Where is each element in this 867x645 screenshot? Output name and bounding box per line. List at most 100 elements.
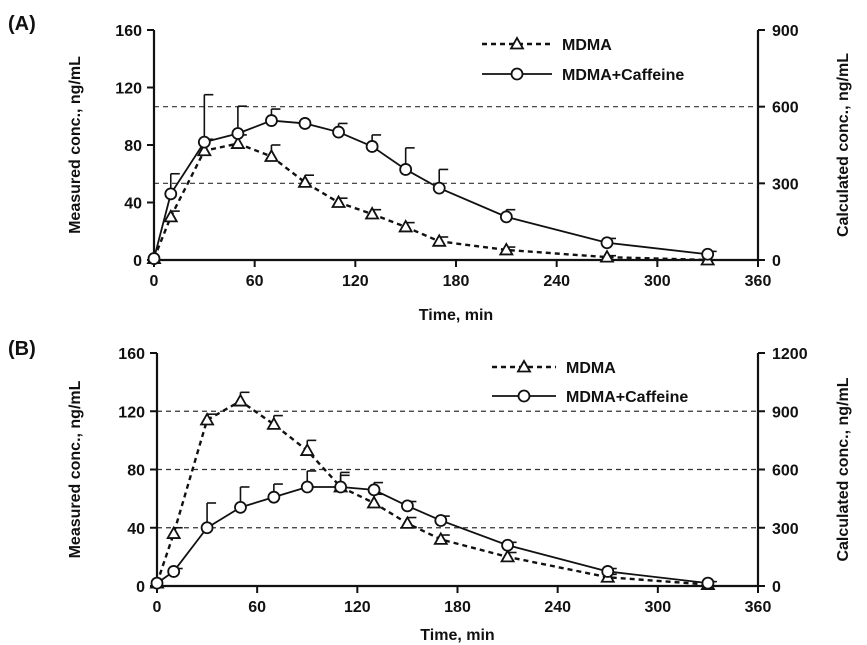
y2-tick-label: 0: [772, 253, 781, 270]
x-tick-label: 360: [745, 273, 772, 290]
data-point: [401, 499, 414, 513]
x-tick-label: 0: [153, 599, 162, 616]
legend: MDMA MDMA+Caffeine: [482, 36, 684, 84]
data-point: [431, 233, 447, 247]
y-tick-label: 40: [124, 196, 142, 213]
x-tick-label: 60: [246, 273, 264, 290]
data-point: [230, 135, 246, 149]
y-axis-label: Measured conc., ng/mL: [67, 56, 84, 234]
data-point: [434, 514, 448, 527]
x-axis-label: Time, min: [419, 307, 493, 324]
series-mdma: [149, 391, 716, 590]
series-mdma-caffeine: [147, 93, 717, 265]
series-line: [155, 399, 709, 586]
legend-marker: [509, 36, 525, 50]
y-tick-label: 160: [115, 23, 142, 40]
y-tick-label: 80: [127, 463, 145, 480]
x-tick-label: 0: [150, 273, 159, 290]
chart-panel: (A) 0 40 80 120 160 0 300 600 900 0 60 120 180 240 300 3…: [8, 13, 852, 324]
x-tick-label: 180: [443, 273, 470, 290]
data-point: [334, 480, 348, 494]
y-tick-label: 40: [127, 521, 145, 538]
data-point: [232, 393, 249, 407]
data-point: [265, 114, 278, 127]
y-tick-label: 0: [136, 579, 145, 596]
data-point: [498, 242, 514, 256]
legend-marker: [517, 389, 531, 403]
x-tick-label: 60: [248, 599, 266, 616]
y2-tick-label: 900: [772, 23, 799, 40]
legend-label: MDMA: [566, 360, 616, 377]
data-point: [501, 538, 514, 552]
data-point: [599, 249, 615, 263]
data-point: [300, 480, 314, 494]
y-tick-label: 0: [133, 253, 142, 270]
data-point: [499, 210, 513, 224]
y2-tick-label: 600: [772, 463, 799, 480]
legend-label: MDMA+Caffeine: [566, 389, 688, 406]
data-point: [298, 117, 312, 130]
x-tick-label: 300: [644, 273, 671, 290]
x-tick-label: 240: [543, 273, 570, 290]
data-point: [164, 187, 178, 201]
x-tick-label: 180: [444, 599, 471, 616]
data-point: [701, 576, 715, 590]
data-point: [163, 209, 179, 223]
series-line: [152, 142, 708, 262]
data-point: [150, 576, 164, 590]
legend: MDMA MDMA+Caffeine: [492, 359, 688, 406]
y-tick-label: 160: [118, 346, 145, 363]
panel-label: (A): [8, 13, 36, 35]
legend-label: MDMA: [562, 37, 612, 54]
y-axis-label: Measured conc., ng/mL: [67, 380, 84, 558]
x-tick-label: 300: [644, 599, 671, 616]
data-point: [398, 219, 414, 233]
data-point: [263, 148, 279, 162]
data-point: [332, 125, 345, 139]
data-point: [196, 142, 212, 157]
y2-axis-label: Calculated conc., ng/mL: [835, 53, 852, 237]
chart-panel: (B) 0 40 80 120 160 0 300 600 900 1200 0 60 120 180 240…: [8, 338, 852, 644]
y2-axis-label: Calculated conc., ng/mL: [835, 377, 852, 561]
data-point: [234, 500, 247, 514]
data-point: [433, 531, 449, 545]
data-point: [297, 174, 313, 188]
x-tick-label: 360: [745, 599, 772, 616]
data-point: [197, 135, 211, 149]
data-point: [167, 565, 181, 578]
series-mdma-caffeine: [150, 470, 717, 590]
x-tick-label: 240: [544, 599, 571, 616]
x-tick-label: 120: [342, 273, 369, 290]
data-point: [601, 565, 615, 578]
y2-tick-label: 1200: [772, 346, 808, 363]
y2-tick-label: 0: [772, 579, 781, 596]
data-point: [200, 521, 214, 535]
data-point: [199, 412, 215, 426]
legend-marker: [510, 67, 524, 81]
data-point: [366, 495, 382, 509]
y-tick-label: 120: [115, 81, 142, 98]
panel-label: (B): [8, 338, 36, 360]
data-point: [267, 490, 281, 504]
x-axis-label: Time, min: [420, 627, 494, 644]
y2-tick-label: 900: [772, 404, 799, 421]
y-tick-label: 80: [124, 138, 142, 155]
data-point: [399, 163, 413, 176]
legend-marker: [516, 359, 532, 373]
legend-label: MDMA+Caffeine: [562, 67, 684, 84]
data-point: [600, 236, 614, 250]
y2-tick-label: 600: [772, 100, 799, 117]
data-point: [147, 252, 161, 265]
data-point: [166, 525, 182, 539]
data-point: [331, 194, 347, 208]
data-point: [399, 515, 415, 529]
data-point: [701, 247, 715, 261]
x-tick-label: 120: [344, 599, 371, 616]
y-tick-label: 120: [118, 404, 145, 421]
y2-tick-label: 300: [772, 176, 799, 193]
data-point: [231, 127, 245, 140]
y2-tick-label: 300: [772, 521, 799, 538]
data-point: [364, 206, 380, 220]
data-point: [365, 140, 379, 153]
